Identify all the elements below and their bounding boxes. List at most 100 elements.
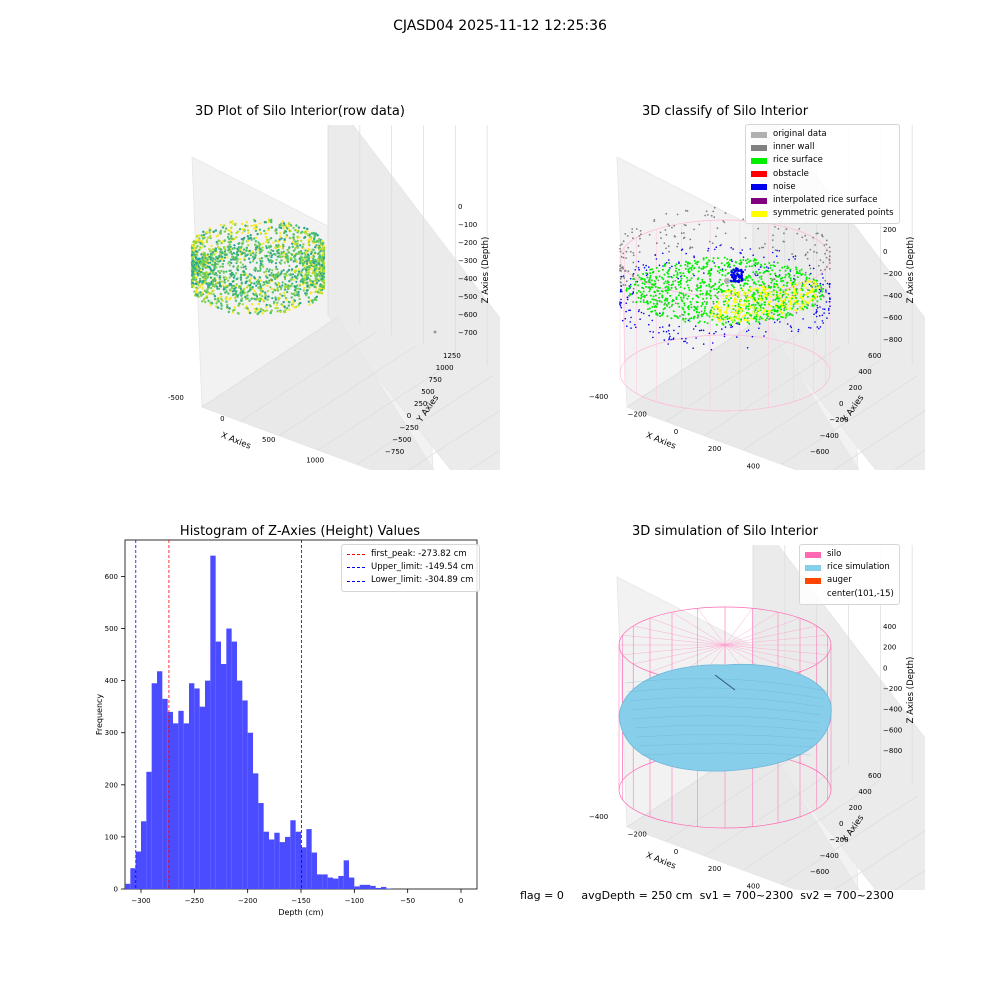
rice-surface-point (632, 278, 635, 280)
point (223, 256, 226, 259)
point (310, 284, 313, 287)
point (244, 272, 247, 275)
noise-point (819, 326, 822, 328)
rice-surface-point (676, 272, 679, 274)
rice-surface-point (779, 277, 782, 280)
noise-point (735, 322, 738, 325)
inner-wall-point (632, 301, 634, 303)
rice-surface-point (687, 295, 690, 298)
point (207, 273, 210, 276)
rice-surface-point (698, 320, 701, 323)
rice-surface-point (705, 293, 708, 296)
point (217, 300, 221, 303)
point (287, 287, 290, 290)
inner-wall-point (659, 231, 662, 234)
point (194, 239, 198, 242)
inner-wall-point (717, 297, 719, 300)
x-tick-label: −200 (628, 411, 647, 419)
point (258, 252, 261, 255)
point (307, 243, 310, 246)
point (253, 276, 256, 279)
rice-surface-point (682, 272, 685, 275)
symmetric-point (739, 303, 742, 306)
symmetric-point (768, 309, 771, 312)
rice-surface-point (726, 258, 729, 261)
point (284, 283, 287, 286)
rice-surface-point (777, 300, 780, 303)
rice-surface-point (653, 305, 656, 308)
histogram-bar (365, 884, 371, 889)
rice-surface-point (784, 289, 787, 292)
point (194, 256, 197, 259)
noise-point (731, 325, 734, 328)
point (292, 236, 295, 239)
point (244, 265, 247, 268)
noise-point (629, 309, 631, 312)
symmetric-point (782, 315, 785, 318)
point (316, 245, 319, 248)
point (230, 261, 233, 265)
silo-roof-wire (622, 635, 726, 646)
point (206, 253, 210, 256)
rice-surface-point (815, 290, 817, 292)
grid-line (704, 766, 841, 856)
symmetric-point (768, 311, 771, 314)
noise-point (695, 337, 697, 339)
histogram-bar (189, 683, 195, 889)
rice-surface-point (758, 318, 761, 321)
inner-wall-point (624, 233, 627, 235)
noise-point (823, 312, 825, 314)
point (240, 294, 243, 297)
symmetric-point (744, 303, 747, 306)
rice-surface-point (686, 297, 689, 300)
inner-wall-point (656, 242, 658, 245)
rice-surface-point (767, 286, 770, 289)
rice-surface-point (695, 288, 698, 291)
point (278, 285, 281, 288)
rice-surface-point (690, 317, 693, 319)
point (254, 310, 257, 314)
point (249, 284, 252, 287)
symmetric-point (793, 289, 796, 292)
point (196, 245, 199, 248)
noise-point (816, 304, 818, 307)
point (253, 243, 257, 246)
point (209, 272, 212, 275)
symmetric-point (738, 295, 741, 298)
point (236, 277, 239, 280)
rice-surface-point (705, 265, 708, 268)
symmetric-point (709, 313, 711, 316)
point (303, 267, 306, 270)
x-tick-label: 500 (262, 436, 275, 444)
point (246, 229, 250, 232)
inner-wall-point (665, 247, 667, 250)
point (197, 274, 200, 277)
noise-point (736, 336, 738, 338)
point (221, 299, 224, 302)
histogram-bar (183, 723, 189, 889)
silo-roof-wire (724, 608, 753, 646)
rice-surface-point (675, 267, 678, 270)
point (205, 289, 208, 292)
point (246, 307, 249, 310)
rice-surface-point (729, 259, 732, 262)
noise-point (822, 308, 824, 310)
point (251, 286, 254, 289)
inner-wall-point (783, 240, 785, 243)
rice-surface-point (625, 289, 628, 292)
symmetric-point (762, 298, 765, 301)
legend-entry: center(101,-15) (805, 588, 894, 601)
point (317, 239, 321, 242)
point (223, 224, 226, 227)
point (311, 299, 314, 302)
legend-swatch (347, 580, 365, 582)
rice-surface-point (638, 276, 641, 279)
silo-roof-wire (633, 644, 726, 665)
rice-surface-point (784, 306, 787, 309)
x-tick-label: 0 (459, 897, 463, 905)
point (268, 279, 271, 282)
point (218, 278, 221, 281)
inner-wall-point (804, 271, 807, 274)
rice-surface-point (791, 281, 794, 284)
point (306, 266, 309, 269)
